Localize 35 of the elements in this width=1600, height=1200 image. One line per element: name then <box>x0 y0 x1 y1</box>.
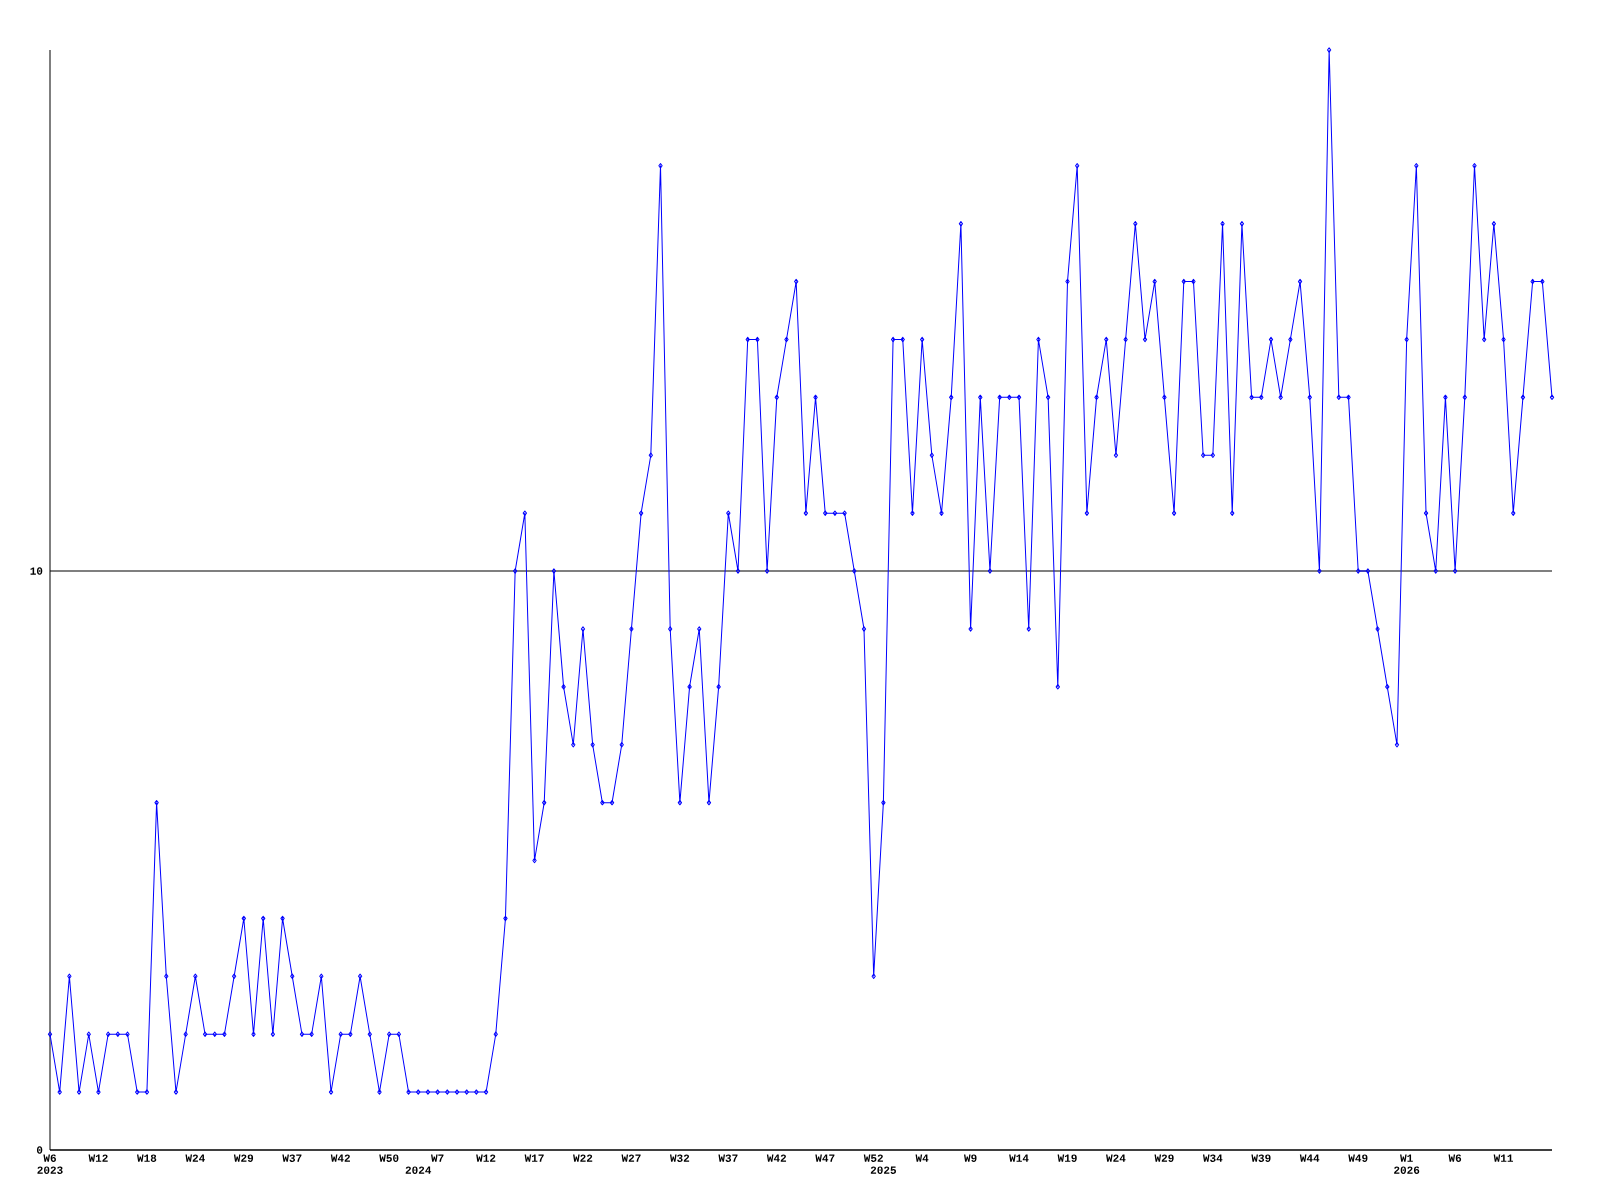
x-tick-label: W22 <box>573 1154 593 1162</box>
x-tick-label: W29 <box>233 1154 254 1162</box>
x-tick-label: W49 <box>1348 1154 1368 1162</box>
x-tick-label: 2024 <box>405 1166 432 1174</box>
x-tick-label: W50 <box>379 1154 399 1162</box>
x-tick-label: W44 <box>1299 1154 1320 1162</box>
x-tick-label: W24 <box>185 1154 205 1162</box>
y-tick-label: 0 <box>36 1146 43 1154</box>
x-tick-label: W39 <box>1251 1154 1271 1162</box>
x-tick-label: W11 <box>1493 1154 1514 1162</box>
x-tick-label: W29 <box>1154 1154 1174 1162</box>
x-tick-label: W6 2023 <box>37 1154 63 1174</box>
x-tick-label: 2025 <box>870 1166 896 1174</box>
x-tick-label: W27 <box>621 1154 641 1162</box>
x-tick-label: W52 <box>863 1154 883 1162</box>
x-tick-label: W32 <box>669 1154 690 1162</box>
x-tick-label: W14 <box>1009 1154 1029 1162</box>
x-tick-label: W7 <box>431 1154 444 1162</box>
x-tick-label: W34 <box>1202 1154 1223 1162</box>
x-tick-label: W37 <box>282 1154 302 1162</box>
x-tick-label: W6 <box>1448 1154 1462 1162</box>
y-tick-label: 10 <box>30 567 43 575</box>
x-tick-label: W19 <box>1057 1154 1077 1162</box>
x-tick-label: W18 <box>137 1154 157 1162</box>
x-tick-label: W24 <box>1106 1154 1126 1162</box>
x-tick-label: W37 <box>718 1154 738 1162</box>
x-tick-label: W42 <box>766 1154 787 1162</box>
x-tick-label: W9 <box>963 1154 977 1162</box>
x-tick-label: W12 <box>476 1154 496 1162</box>
x-tick-label: W42 <box>330 1154 350 1162</box>
x-tick-label: W17 <box>524 1154 544 1162</box>
x-tick-label: W47 <box>815 1154 835 1162</box>
x-tick-label: W1 2026 <box>1394 1154 1420 1174</box>
x-tick-label: W12 <box>88 1154 108 1162</box>
x-tick-label: W4 <box>915 1154 929 1162</box>
